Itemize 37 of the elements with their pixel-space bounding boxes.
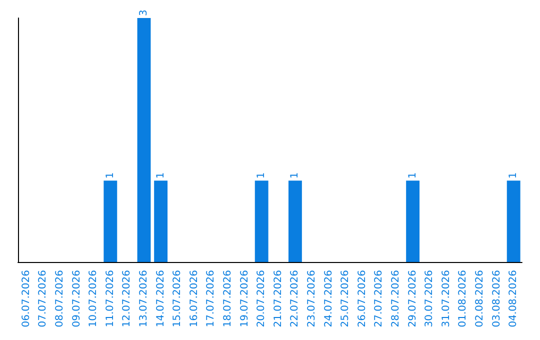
x-tick-label: 02.08.2026 <box>474 270 486 328</box>
x-tick-label: 28.07.2026 <box>390 270 402 328</box>
x-tick-label: 20.07.2026 <box>256 270 268 328</box>
x-tick-label: 13.07.2026 <box>138 270 150 328</box>
x-tick-label: 21.07.2026 <box>272 270 284 328</box>
data-label: 1 <box>508 172 520 179</box>
x-tick-label: 01.08.2026 <box>458 270 469 328</box>
x-tick-label: 25.07.2026 <box>340 270 352 328</box>
x-tick-label: 31.07.2026 <box>440 270 452 328</box>
x-tick-label: 11.07.2026 <box>104 270 116 328</box>
data-label: 1 <box>104 172 116 179</box>
x-tick-label: 29.07.2026 <box>407 270 418 328</box>
x-tick-label: 04.08.2026 <box>508 270 520 328</box>
x-tick-label: 06.07.2026 <box>20 270 32 328</box>
x-tick-label: 27.07.2026 <box>374 270 385 328</box>
data-label: 3 <box>138 10 150 16</box>
x-tick-label: 07.07.2026 <box>38 270 49 328</box>
x-tick-label: 12.07.2026 <box>122 270 133 328</box>
x-tick-label: 22.07.2026 <box>290 270 301 328</box>
data-label: 1 <box>155 172 166 179</box>
data-label: 1 <box>407 172 418 179</box>
x-tick-label: 08.07.2026 <box>54 270 66 328</box>
x-tick-label: 14.07.2026 <box>155 270 166 328</box>
x-tick-label: 09.07.2026 <box>71 270 82 328</box>
x-tick-label: 23.07.2026 <box>306 270 318 328</box>
x-tick-label: 16.07.2026 <box>188 270 200 328</box>
x-tick-label: 10.07.2026 <box>88 270 100 328</box>
x-tick-label: 15.07.2026 <box>172 270 184 328</box>
x-tick-label: 19.07.2026 <box>239 270 250 328</box>
x-tick-label: 30.07.2026 <box>424 270 436 328</box>
x-tick-label: 26.07.2026 <box>356 270 368 328</box>
x-tick-label: 03.08.2026 <box>491 270 502 328</box>
x-tick-label: 17.07.2026 <box>206 270 217 328</box>
x-tick-label: 18.07.2026 <box>222 270 234 328</box>
data-label: 1 <box>256 172 268 179</box>
data-label: 1 <box>290 172 301 179</box>
x-tick-label: 24.07.2026 <box>323 270 334 328</box>
